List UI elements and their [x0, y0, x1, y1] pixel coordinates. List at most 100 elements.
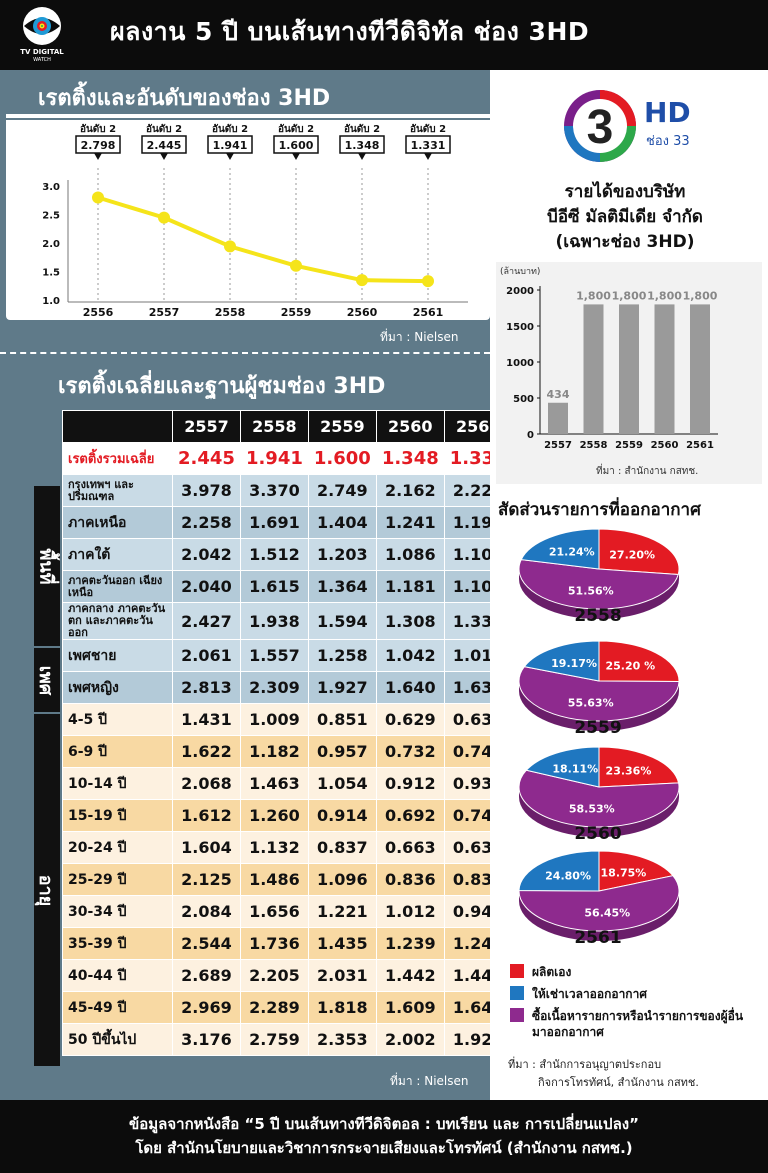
data-label: 1.331 — [411, 139, 446, 152]
value-pointer — [292, 153, 300, 160]
y-tick-label: 3.0 — [42, 182, 60, 193]
table-cell: 1.348 — [375, 442, 445, 475]
table-cell: 1.009 — [239, 703, 309, 736]
table-cell: 1.640 — [375, 671, 445, 704]
table-cell: 0.914 — [307, 799, 377, 832]
table-cell: 1.431 — [172, 703, 241, 736]
pie-chart: 27.20% 51.56% 21.24% — [518, 528, 680, 619]
table-cell: 0.837 — [307, 831, 377, 864]
table-row: 35-39 ปี 2.544 1.736 1.435 1.239 1.242 — [62, 927, 513, 960]
table-cell: 1.463 — [239, 767, 309, 800]
x-tick-label: 2560 — [347, 306, 378, 319]
svg-text:3: 3 — [587, 101, 614, 154]
table-cell: 1.486 — [239, 863, 309, 896]
value-pointer — [358, 153, 366, 160]
table-cell: 0.732 — [375, 735, 445, 768]
row-label: ภาคตะวันออก เฉียงเหนือ — [62, 570, 173, 603]
x-tick-label: 2560 — [651, 440, 679, 451]
slice-label: 27.20% — [609, 549, 655, 562]
row-label: 4-5 ปี — [62, 703, 173, 736]
table-header-row: 2557 2558 2559 2560 2561 — [62, 410, 513, 443]
x-tick-label: 2556 — [83, 306, 114, 319]
value-pointer — [226, 153, 234, 160]
table-row: เพศชาย 2.061 1.557 1.258 1.042 1.017 — [62, 639, 513, 672]
row-label: ภาคกลาง ภาคตะวันตก และภาคตะวันออก — [62, 602, 173, 640]
value-pointer — [424, 153, 432, 160]
table-cell: 2.084 — [172, 895, 241, 928]
section-divider — [0, 352, 490, 354]
legend-label: ซื้อเนื้อหารายการหรือนำรายการของผู้อื่นม… — [532, 1009, 744, 1039]
line-chart-title: เรตติ้งและอันดับของช่อง 3HD — [38, 86, 331, 111]
series-line — [97, 195, 429, 284]
line-chart: 3.0 2.5 2.0 1.5 1.0 2556 2557 2558 2559 2560 2561 อ… — [42, 123, 468, 319]
table-cell: 2.749 — [307, 474, 377, 507]
row-label: 20-24 ปี — [62, 831, 173, 864]
share-legend: ผลิตเอง ให้เช่าเวลาออกอากาศ ซื้อเนื้อหาร… — [510, 964, 752, 1046]
table-cell: 1.604 — [172, 831, 241, 864]
y-tick-label: 0 — [527, 430, 534, 441]
x-tick-label: 2557 — [149, 306, 180, 319]
table-corner — [62, 410, 173, 443]
group-label-region: พื้นที่ — [34, 486, 60, 646]
x-tick-label: 2559 — [281, 306, 312, 319]
table-cell: 2.031 — [307, 959, 377, 992]
legend-swatch-purple — [510, 1008, 524, 1022]
legend-swatch-blue — [510, 986, 524, 1000]
table-cell: 2.427 — [172, 602, 241, 640]
row-label: 10-14 ปี — [62, 767, 173, 800]
header: TV DIGITAL WATCH ผลงาน 5 ปี บนเส้นทางทีวี… — [0, 0, 768, 70]
y-axis-label: (ล้านบาท) — [500, 266, 540, 277]
row-label: 6-9 ปี — [62, 735, 173, 768]
table-cell: 1.612 — [172, 799, 241, 832]
table-cell: 0.957 — [307, 735, 377, 768]
legend-label: ให้เช่าเวลาออกอากาศ — [532, 987, 647, 1001]
table-row: 25-29 ปี 2.125 1.486 1.096 0.836 0.836 — [62, 863, 513, 896]
data-point — [92, 191, 104, 204]
channel-3hd-logo: 3 HD ช่อง 33 — [560, 86, 710, 168]
table-cell: 2.061 — [172, 639, 241, 672]
slice-label: 51.56% — [568, 585, 614, 598]
pie-chart: 23.36% 58.53% 18.11% — [518, 746, 680, 837]
pie-slice — [598, 850, 674, 892]
table-row: เพศหญิง 2.813 2.309 1.927 1.640 1.631 — [62, 671, 513, 704]
table-row: ภาคตะวันออก เฉียงเหนือ 2.040 1.615 1.364 1.1… — [62, 570, 513, 603]
revenue-title-line-2: บีอีซี มัลติมีเดีย จำกัด — [547, 207, 703, 227]
table-cell: 2.353 — [307, 1023, 377, 1056]
year-header: 2557 — [172, 410, 241, 443]
title-underline — [6, 114, 490, 118]
table-cell: 0.836 — [375, 863, 445, 896]
slice-label: 23.36% — [606, 765, 652, 778]
table-cell: 1.938 — [239, 602, 309, 640]
channel-number: ช่อง 33 — [646, 134, 690, 149]
pie-year-label: 2560 — [574, 824, 622, 844]
x-tick-label: 2557 — [544, 440, 572, 451]
row-label: กรุงเทพฯ และปริมณฑล — [62, 474, 173, 507]
x-tick-label: 2558 — [215, 306, 246, 319]
slice-label: 55.63% — [568, 697, 614, 710]
table-cell: 1.260 — [239, 799, 309, 832]
table-cell: 2.205 — [239, 959, 309, 992]
table-cell: 1.594 — [307, 602, 377, 640]
table-cell: 2.544 — [172, 927, 241, 960]
data-label: 2.798 — [81, 139, 116, 152]
pie-year-label: 2558 — [574, 606, 622, 626]
table-cell: 3.176 — [172, 1023, 241, 1056]
rank-label: อันดับ 2 — [410, 123, 446, 135]
legend-swatch-red — [510, 964, 524, 978]
revenue-bar-panel: (ล้านบาท) 2000 1500 1000 500 0 434 2557 1,800 255… — [496, 262, 762, 484]
revenue-title-line-3: (เฉพาะช่อง 3HD) — [555, 232, 695, 252]
pie-year-label: 2559 — [574, 718, 622, 738]
y-tick-label: 1.5 — [42, 268, 60, 279]
rank-label: อันดับ 2 — [146, 123, 182, 135]
data-label: 1.600 — [279, 139, 314, 152]
table-cell: 0.663 — [375, 831, 445, 864]
table-cell: 1.308 — [375, 602, 445, 640]
table-cell: 1.622 — [172, 735, 241, 768]
table-row: 30-34 ปี 2.084 1.656 1.221 1.012 0.943 — [62, 895, 513, 928]
year-header: 2558 — [239, 410, 309, 443]
y-tick-label: 2000 — [506, 286, 534, 297]
table-cell: 1.203 — [307, 538, 377, 571]
table-cell: 2.759 — [239, 1023, 309, 1056]
logo-sub: WATCH — [33, 57, 51, 63]
y-tick-label: 1000 — [506, 358, 534, 369]
